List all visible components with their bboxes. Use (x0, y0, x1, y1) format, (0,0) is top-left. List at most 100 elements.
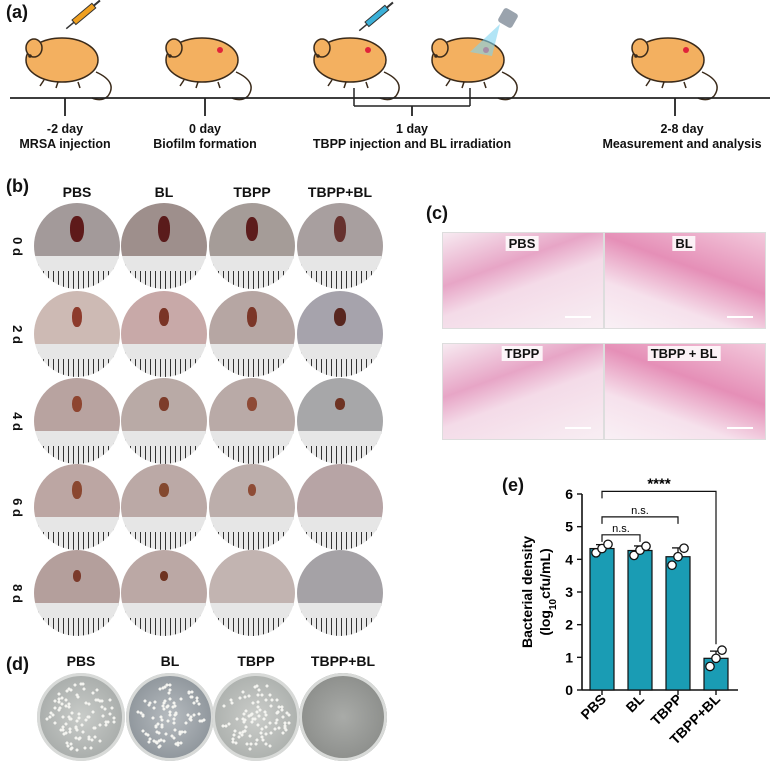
y-tick-label: 6 (565, 486, 573, 502)
wound-photo (297, 550, 383, 636)
wound-photo (209, 464, 295, 550)
ruler (34, 603, 120, 636)
ruler (209, 603, 295, 636)
x-tick-label: PBS (577, 691, 609, 723)
ruler (121, 344, 207, 377)
wound-row-header: 0 d (10, 237, 25, 256)
histology-label: TBPP + BL (648, 346, 721, 361)
wound (73, 570, 81, 582)
y-tick-label: 5 (565, 519, 573, 535)
wound (159, 397, 169, 411)
agar-plate (299, 673, 387, 761)
scale-bar (727, 316, 753, 318)
panel-c-label: (c) (426, 203, 448, 224)
wound-row-header: 2 d (10, 325, 25, 344)
significance-label: n.s. (631, 505, 649, 517)
wound-column-header: BL (155, 184, 174, 200)
wound-photo (297, 291, 383, 377)
ruler (34, 431, 120, 464)
wound (72, 396, 82, 412)
wound-photo (209, 378, 295, 464)
ruler (209, 517, 295, 550)
wound-photo (209, 291, 295, 377)
panel-b-label: (b) (6, 176, 29, 197)
wound-photo (209, 550, 295, 636)
wound-photo (209, 203, 295, 289)
wound-photo (121, 378, 207, 464)
wound-photo (121, 464, 207, 550)
wound (247, 397, 257, 411)
wound (334, 216, 346, 242)
data-point (668, 561, 676, 569)
wound (247, 307, 257, 327)
ruler (209, 256, 295, 289)
ruler (297, 517, 383, 550)
scale-bar (565, 427, 591, 429)
wound-photo (34, 291, 120, 377)
histology-label: BL (672, 236, 695, 251)
ruler (121, 517, 207, 550)
wound-photo (34, 550, 120, 636)
agar-plate (126, 673, 214, 761)
ruler (297, 603, 383, 636)
wound-photo (121, 550, 207, 636)
scale-bar (565, 316, 591, 318)
ruler (297, 431, 383, 464)
bar (628, 551, 652, 690)
plate-label: BL (161, 653, 180, 669)
ruler (297, 256, 383, 289)
ruler (209, 344, 295, 377)
ruler (209, 431, 295, 464)
ruler (121, 431, 207, 464)
wound (159, 483, 169, 497)
significance-bracket (602, 491, 716, 644)
wound-photo (34, 464, 120, 550)
wound (72, 481, 82, 499)
syringe-2-icon (357, 0, 395, 33)
wound-column-header: TBPP+BL (308, 184, 372, 200)
wound-photo (34, 203, 120, 289)
wound-row-header: 8 d (10, 584, 25, 603)
ruler (121, 603, 207, 636)
ruler (34, 344, 120, 377)
wound-column-header: TBPP (233, 184, 270, 200)
agar-plate (212, 673, 300, 761)
timeline-event-1: -2 day MRSA injection (19, 122, 110, 152)
data-point (712, 654, 720, 662)
y-tick-label: 3 (565, 584, 573, 600)
wound (246, 217, 258, 241)
wound (160, 571, 168, 581)
plate-label: TBPP+BL (311, 653, 375, 669)
mouse-1 (26, 38, 111, 100)
y-axis-unit: (log10cfu/mL) (537, 548, 559, 635)
wound (334, 308, 346, 326)
wound-photo (121, 291, 207, 377)
x-tick-label: BL (623, 690, 648, 715)
significance-label: **** (647, 478, 671, 492)
syringe-1-icon (64, 0, 102, 31)
bar (666, 557, 690, 690)
wound-row-header: 4 d (10, 412, 25, 431)
y-axis-label: Bacterial density (519, 536, 535, 648)
wound-photo (297, 203, 383, 289)
wound (70, 216, 84, 242)
mouse-3 (314, 38, 399, 100)
scale-bar (727, 427, 753, 429)
histology-label: PBS (506, 236, 539, 251)
wound-photo (121, 203, 207, 289)
timeline-event-3: 1 day TBPP injection and BL irradiation (313, 122, 511, 152)
timeline-event-4: 2-8 day Measurement and analysis (602, 122, 761, 152)
data-point (680, 544, 688, 552)
ruler (297, 344, 383, 377)
wound-photo (297, 464, 383, 550)
wound (335, 398, 345, 410)
bar (590, 549, 614, 690)
y-tick-label: 0 (565, 682, 573, 698)
agar-plate (37, 673, 125, 761)
wound-photo (297, 378, 383, 464)
y-tick-label: 1 (565, 649, 573, 665)
mouse-4 (432, 38, 517, 100)
y-tick-label: 4 (565, 551, 573, 567)
wound-row-header: 6 d (10, 498, 25, 517)
histology-label: TBPP (502, 346, 543, 361)
